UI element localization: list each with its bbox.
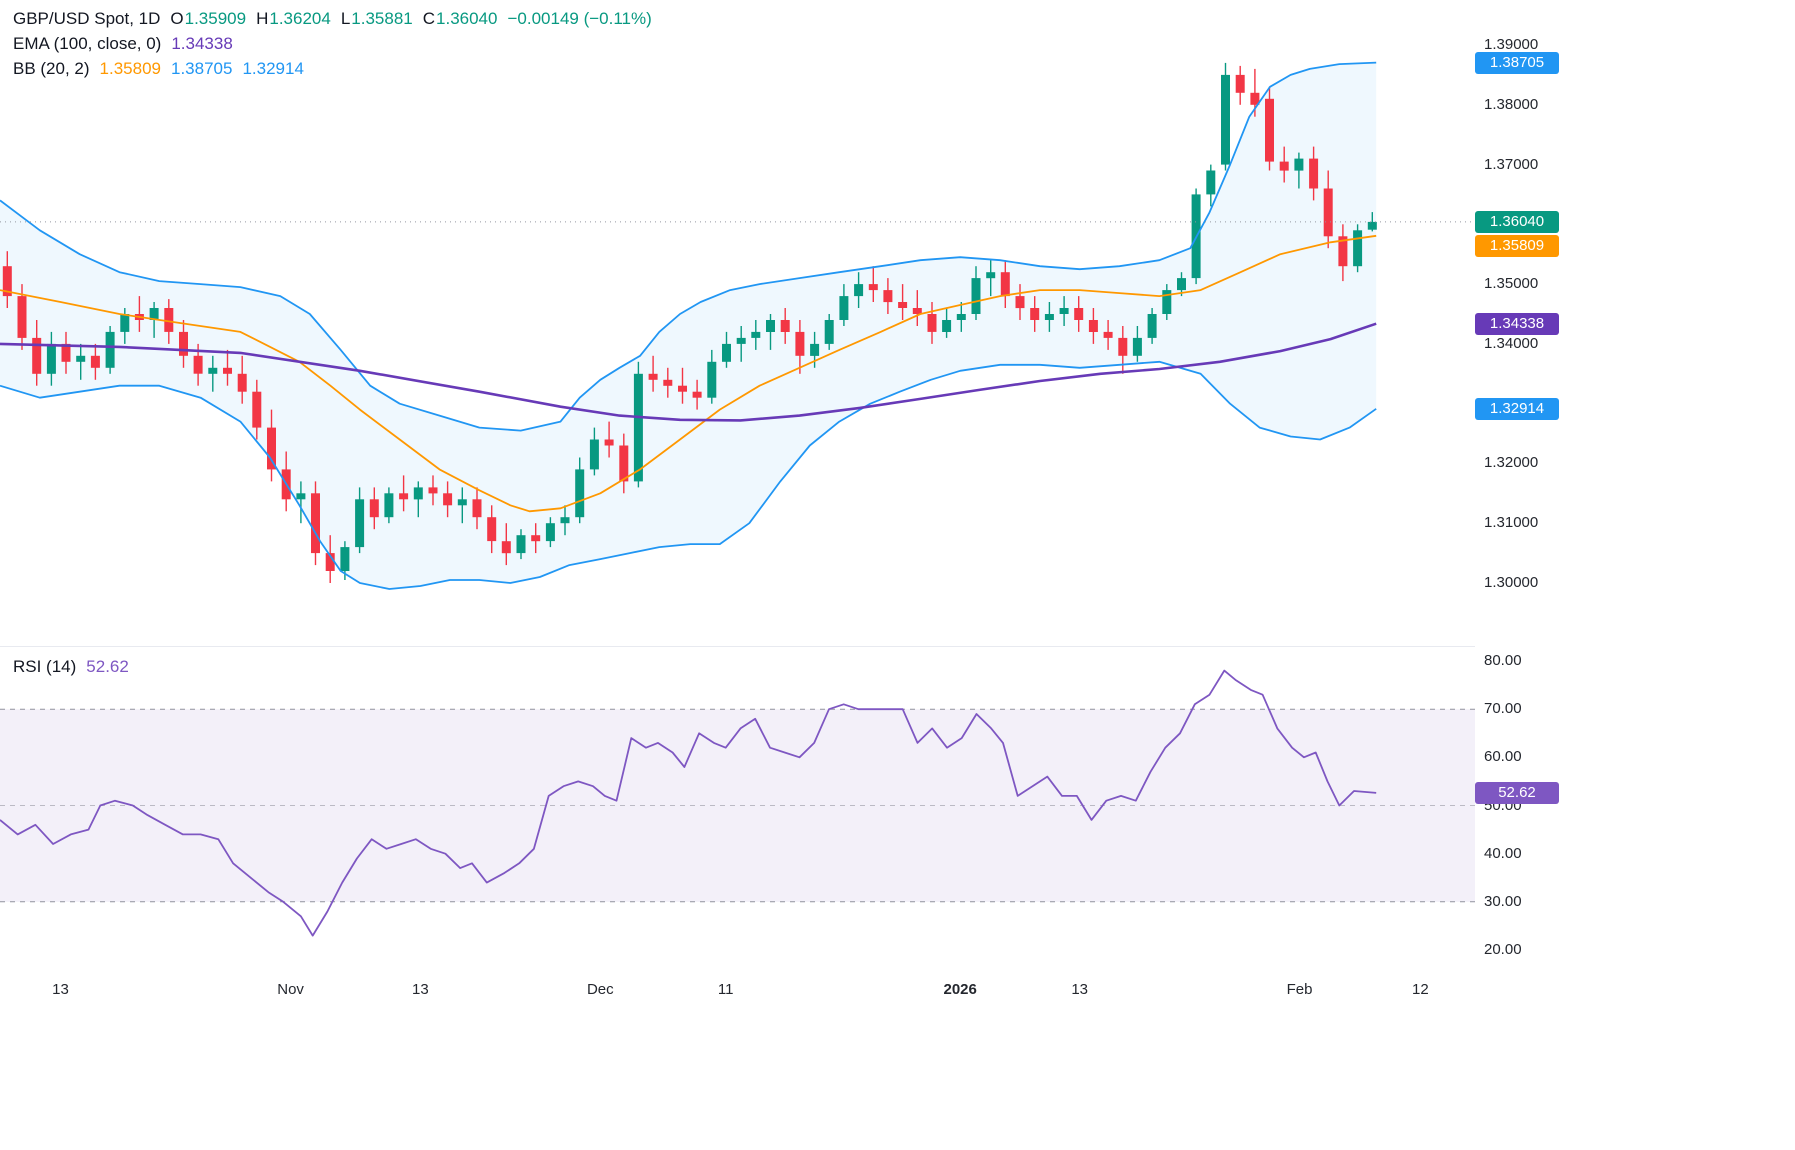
rsi-legend[interactable]: RSI (14) 52.62	[13, 654, 129, 679]
ema-legend-row[interactable]: EMA (100, close, 0) 1.34338	[13, 31, 652, 56]
time-axis-label: 13	[52, 981, 69, 998]
price-chart-canvas[interactable]	[0, 0, 1475, 646]
price-axis-badge: 1.38705	[1475, 51, 1559, 74]
pane-separator[interactable]	[0, 646, 1475, 647]
time-axis-column[interactable]: 13 Nov 13 Dec 11 2026 13 Feb 12	[0, 970, 1475, 1010]
price-axis-label: 1.30000	[1484, 574, 1539, 591]
ema-line	[0, 322, 1377, 422]
bb-basis-line	[0, 234, 1377, 513]
bb-band-fill	[0, 62, 1377, 590]
time-axis-label: 2026	[943, 981, 977, 998]
bb-lower-line	[0, 360, 1377, 590]
open-value: O 1.35909	[170, 9, 247, 28]
time-axis-label: 12	[1412, 981, 1429, 998]
bb-indicator-label: BB (20, 2)	[13, 59, 90, 78]
rsi-indicator-label: RSI (14)	[13, 657, 77, 676]
low-value: L 1.35881	[340, 9, 413, 28]
rsi-axis-badge: 52.62	[1475, 781, 1559, 804]
price-axis-badge: 1.36040	[1475, 210, 1559, 233]
bb-upper-line	[0, 61, 1377, 432]
rsi-legend-row: RSI (14) 52.62	[13, 654, 129, 679]
time-axis-label: Dec	[586, 981, 614, 998]
price-axis-label: 1.34000	[1484, 334, 1539, 352]
price-axis-label: 1.38000	[1484, 95, 1539, 113]
price-axis-badge: 1.35809	[1475, 234, 1559, 257]
price-axis-label: 1.37000	[1484, 155, 1539, 173]
price-axis-badge: 1.32914	[1475, 397, 1559, 420]
rsi-axis-label: 70.00	[1484, 700, 1522, 718]
time-axis-label: 11	[717, 981, 734, 998]
bb-basis-value: 1.35809	[99, 59, 161, 78]
high-value: H 1.36204	[256, 9, 331, 28]
price-axis-label: 1.39000	[1484, 36, 1539, 53]
price-legend: GBP/USD Spot, 1D O 1.35909 H 1.36204 L 1.35…	[13, 6, 652, 81]
price-axis-label: 1.35000	[1484, 275, 1539, 293]
bb-upper-value: 1.38705	[171, 59, 233, 78]
rsi-axis-label: 60.00	[1484, 748, 1522, 766]
rsi-line	[0, 669, 1377, 937]
rsi-axis-label: 40.00	[1484, 844, 1522, 862]
ema-indicator-label: EMA (100, close, 0)	[13, 34, 162, 53]
rsi-axis-label: 30.00	[1484, 892, 1522, 910]
time-axis-label: 13	[412, 981, 429, 998]
price-axis-badge: 1.34338	[1475, 312, 1559, 335]
change-value: −0.00149 (−0.11%)	[507, 9, 652, 28]
time-axis-label: Nov	[277, 981, 304, 998]
symbol-legend-row[interactable]: GBP/USD Spot, 1D O 1.35909 H 1.36204 L 1.35…	[13, 6, 652, 31]
price-axis-label: 1.32000	[1484, 454, 1539, 472]
rsi-axis-label: 80.00	[1484, 652, 1522, 669]
rsi-chart-canvas[interactable]	[0, 646, 1475, 970]
bb-legend-row[interactable]: BB (20, 2) 1.35809 1.38705 1.32914	[13, 56, 652, 81]
rsi-band-fill	[0, 709, 1475, 902]
ema-value: 1.34338	[171, 34, 233, 53]
rsi-value: 52.62	[86, 657, 129, 676]
symbol-title: GBP/USD Spot, 1D	[13, 9, 161, 28]
price-axis-label: 1.31000	[1484, 514, 1539, 532]
time-axis-label: Feb	[1286, 981, 1313, 998]
time-axis-label: 13	[1071, 981, 1089, 998]
rsi-axis-label: 20.00	[1484, 941, 1522, 958]
bb-lower-value: 1.32914	[242, 59, 304, 78]
close-value: C 1.36040	[422, 9, 498, 28]
price-axis-column[interactable]: 1.390001.380001.370001.360001.350001.340…	[1475, 0, 1595, 1010]
